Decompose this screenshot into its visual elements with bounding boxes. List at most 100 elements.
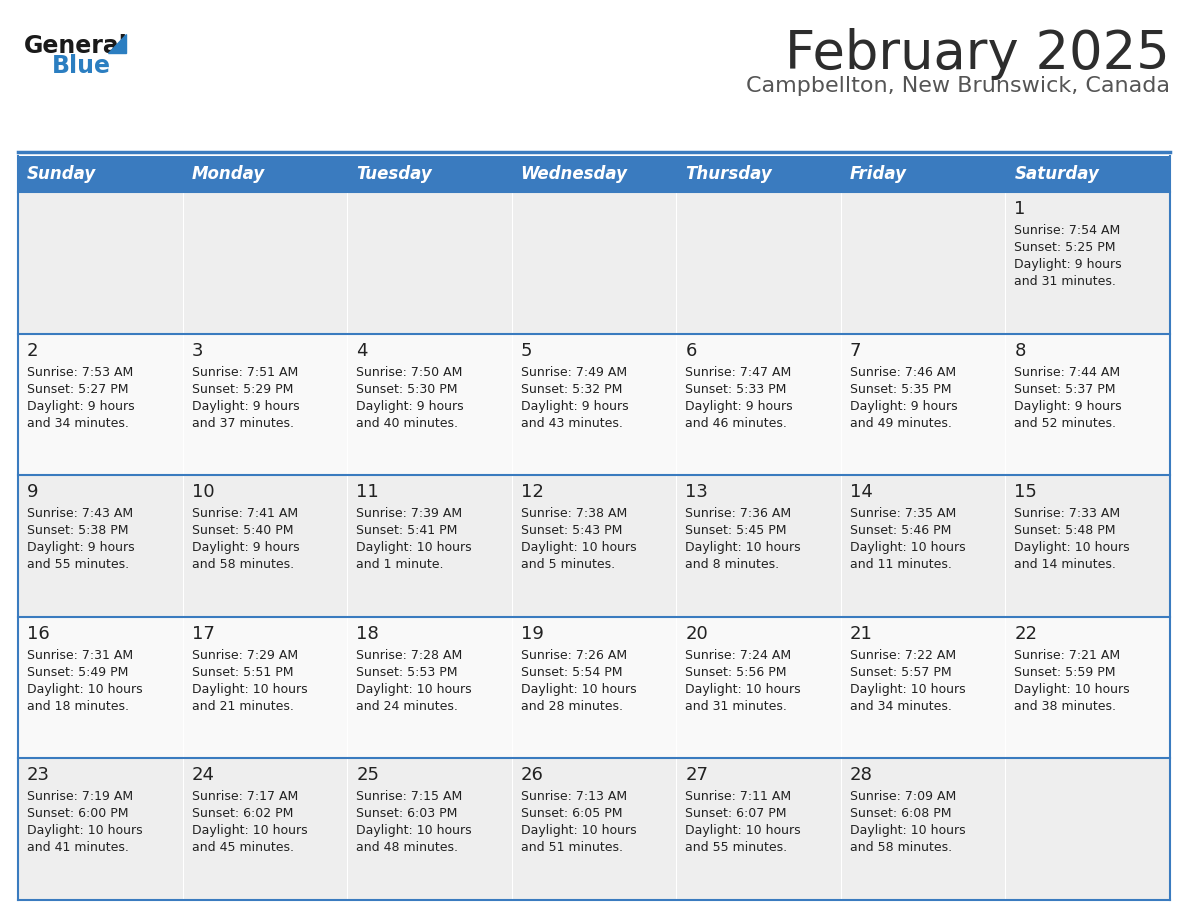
Text: Sunrise: 7:53 AM: Sunrise: 7:53 AM [27, 365, 133, 378]
Text: Sunset: 5:29 PM: Sunset: 5:29 PM [191, 383, 293, 396]
Text: Sunday: Sunday [27, 165, 96, 183]
Text: Sunrise: 7:31 AM: Sunrise: 7:31 AM [27, 649, 133, 662]
Bar [18, 333, 1170, 476]
Text: and 43 minutes.: and 43 minutes. [520, 417, 623, 430]
Text: Daylight: 10 hours: Daylight: 10 hours [27, 824, 143, 837]
Text: and 40 minutes.: and 40 minutes. [356, 417, 459, 430]
Text: Sunset: 5:38 PM: Sunset: 5:38 PM [27, 524, 128, 537]
Text: Sunrise: 7:36 AM: Sunrise: 7:36 AM [685, 508, 791, 521]
Text: and 34 minutes.: and 34 minutes. [849, 700, 952, 712]
Text: Sunrise: 7:33 AM: Sunrise: 7:33 AM [1015, 508, 1120, 521]
Polygon shape [108, 34, 126, 53]
Text: and 5 minutes.: and 5 minutes. [520, 558, 615, 571]
Text: Saturday: Saturday [1015, 165, 1099, 183]
Text: Sunrise: 7:17 AM: Sunrise: 7:17 AM [191, 790, 298, 803]
Text: Thursday: Thursday [685, 165, 772, 183]
Text: Sunrise: 7:11 AM: Sunrise: 7:11 AM [685, 790, 791, 803]
Text: Sunset: 5:56 PM: Sunset: 5:56 PM [685, 666, 786, 678]
Text: 10: 10 [191, 483, 214, 501]
Text: and 55 minutes.: and 55 minutes. [685, 842, 788, 855]
Text: 9: 9 [27, 483, 38, 501]
Text: Daylight: 10 hours: Daylight: 10 hours [356, 824, 472, 837]
Text: and 24 minutes.: and 24 minutes. [356, 700, 459, 712]
Text: Daylight: 9 hours: Daylight: 9 hours [849, 399, 958, 412]
Text: 21: 21 [849, 625, 873, 643]
Text: 19: 19 [520, 625, 544, 643]
Text: Daylight: 10 hours: Daylight: 10 hours [685, 542, 801, 554]
Text: 24: 24 [191, 767, 215, 784]
Bar [18, 617, 1170, 758]
Text: Sunrise: 7:28 AM: Sunrise: 7:28 AM [356, 649, 462, 662]
Text: Sunset: 5:27 PM: Sunset: 5:27 PM [27, 383, 128, 396]
Text: 14: 14 [849, 483, 873, 501]
Text: 8: 8 [1015, 341, 1025, 360]
Text: Sunset: 5:25 PM: Sunset: 5:25 PM [1015, 241, 1116, 254]
Text: Daylight: 10 hours: Daylight: 10 hours [1015, 683, 1130, 696]
Text: 28: 28 [849, 767, 873, 784]
Text: 18: 18 [356, 625, 379, 643]
Text: and 38 minutes.: and 38 minutes. [1015, 700, 1117, 712]
Text: Sunrise: 7:51 AM: Sunrise: 7:51 AM [191, 365, 298, 378]
Text: 5: 5 [520, 341, 532, 360]
Text: and 31 minutes.: and 31 minutes. [1015, 275, 1117, 288]
Text: Friday: Friday [849, 165, 906, 183]
Text: Sunset: 5:51 PM: Sunset: 5:51 PM [191, 666, 293, 678]
Text: Sunset: 5:48 PM: Sunset: 5:48 PM [1015, 524, 1116, 537]
Text: Sunrise: 7:54 AM: Sunrise: 7:54 AM [1015, 224, 1120, 237]
Text: and 14 minutes.: and 14 minutes. [1015, 558, 1117, 571]
Text: February 2025: February 2025 [785, 28, 1170, 80]
Text: 27: 27 [685, 767, 708, 784]
Bar [676, 156, 841, 192]
Text: 7: 7 [849, 341, 861, 360]
Text: and 37 minutes.: and 37 minutes. [191, 417, 293, 430]
Text: Sunset: 5:45 PM: Sunset: 5:45 PM [685, 524, 786, 537]
Text: Sunset: 5:37 PM: Sunset: 5:37 PM [1015, 383, 1116, 396]
Text: Sunrise: 7:13 AM: Sunrise: 7:13 AM [520, 790, 627, 803]
Text: Sunrise: 7:15 AM: Sunrise: 7:15 AM [356, 790, 462, 803]
Text: Daylight: 9 hours: Daylight: 9 hours [520, 399, 628, 412]
Text: General: General [24, 34, 128, 58]
Text: 11: 11 [356, 483, 379, 501]
Text: Daylight: 10 hours: Daylight: 10 hours [520, 824, 637, 837]
Text: and 58 minutes.: and 58 minutes. [849, 842, 952, 855]
Text: Sunrise: 7:35 AM: Sunrise: 7:35 AM [849, 508, 956, 521]
Bar [841, 156, 1005, 192]
Text: and 11 minutes.: and 11 minutes. [849, 558, 952, 571]
Text: Sunrise: 7:44 AM: Sunrise: 7:44 AM [1015, 365, 1120, 378]
Text: 2: 2 [27, 341, 38, 360]
Text: and 31 minutes.: and 31 minutes. [685, 700, 788, 712]
Text: and 51 minutes.: and 51 minutes. [520, 842, 623, 855]
Text: Daylight: 9 hours: Daylight: 9 hours [191, 399, 299, 412]
Text: and 28 minutes.: and 28 minutes. [520, 700, 623, 712]
Text: 15: 15 [1015, 483, 1037, 501]
Text: and 1 minute.: and 1 minute. [356, 558, 443, 571]
Text: and 34 minutes.: and 34 minutes. [27, 417, 128, 430]
Text: Daylight: 9 hours: Daylight: 9 hours [27, 399, 134, 412]
Text: Daylight: 10 hours: Daylight: 10 hours [849, 824, 966, 837]
Text: Tuesday: Tuesday [356, 165, 432, 183]
Bar [347, 156, 512, 192]
Text: Daylight: 9 hours: Daylight: 9 hours [27, 542, 134, 554]
Text: Sunset: 5:59 PM: Sunset: 5:59 PM [1015, 666, 1116, 678]
Text: Sunset: 5:49 PM: Sunset: 5:49 PM [27, 666, 128, 678]
Text: and 18 minutes.: and 18 minutes. [27, 700, 129, 712]
Bar [18, 476, 1170, 617]
Text: Sunset: 5:53 PM: Sunset: 5:53 PM [356, 666, 457, 678]
Text: Sunset: 6:05 PM: Sunset: 6:05 PM [520, 808, 623, 821]
Text: and 58 minutes.: and 58 minutes. [191, 558, 293, 571]
Text: Sunrise: 7:49 AM: Sunrise: 7:49 AM [520, 365, 627, 378]
Text: Sunset: 6:08 PM: Sunset: 6:08 PM [849, 808, 952, 821]
Text: Daylight: 9 hours: Daylight: 9 hours [1015, 399, 1121, 412]
Text: 3: 3 [191, 341, 203, 360]
Text: and 41 minutes.: and 41 minutes. [27, 842, 128, 855]
Text: Monday: Monday [191, 165, 265, 183]
Text: and 8 minutes.: and 8 minutes. [685, 558, 779, 571]
Text: Sunrise: 7:26 AM: Sunrise: 7:26 AM [520, 649, 627, 662]
Bar [512, 156, 676, 192]
Text: Sunset: 6:07 PM: Sunset: 6:07 PM [685, 808, 786, 821]
Bar [1005, 156, 1170, 192]
Text: 20: 20 [685, 625, 708, 643]
Text: 1: 1 [1015, 200, 1025, 218]
Text: 13: 13 [685, 483, 708, 501]
Text: 23: 23 [27, 767, 50, 784]
